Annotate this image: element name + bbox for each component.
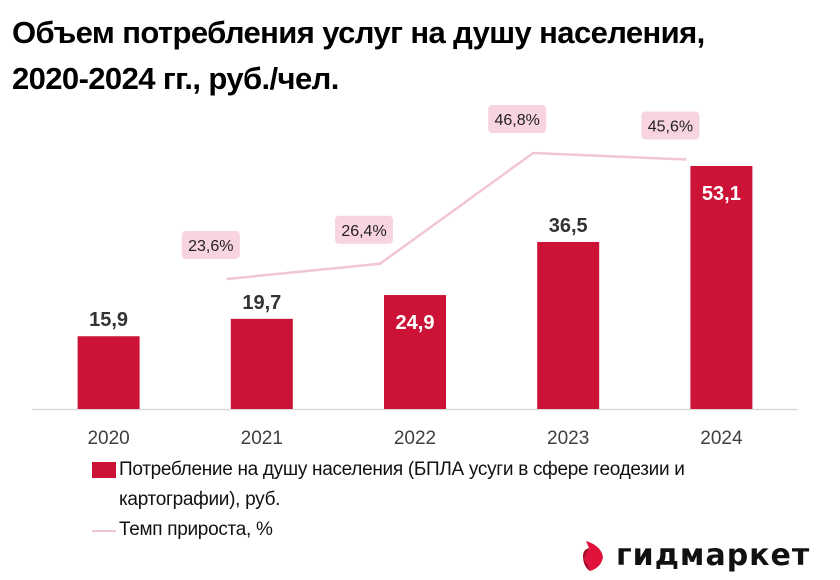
gidmarket-logo-icon [583,541,603,571]
bar-value-label-2023: 36,5 [549,215,588,237]
x-tick-label-2024: 2024 [700,428,743,449]
x-tick-label-2022: 2022 [394,428,436,449]
x-tick-label-2023: 2023 [547,428,589,449]
chart-title: Объем потребления услуг на душу населени… [12,10,840,102]
chart-plot: 15,9 2020 19,7 2021 24,9 2022 36,5 2023 53,1 2024… [32,105,798,449]
brand-logo: гидмаркет [582,538,810,574]
legend-swatch-line [92,530,116,532]
bar-2024 [690,166,753,409]
growth-label-box-2024 [641,111,700,140]
growth-label-2024: 45,6% [648,119,693,136]
growth-label-box-2021 [181,231,240,259]
bar-2023 [537,241,600,409]
bar-value-label-2020: 15,9 [89,309,128,331]
bar-value-label-2024: 53,1 [702,183,741,205]
growth-label-box-2022 [335,215,393,244]
chart-legend: Потребление на душу населения (БПЛА усуг… [92,455,772,545]
bar-2022 [384,295,446,409]
legend-swatch-bar [92,462,116,478]
bar-2020 [77,336,140,409]
growth-label-2021: 23,6% [188,238,233,255]
legend-label-line: Темп прироста, % [119,519,273,540]
chart-title-line-2: 2020-2024 гг., руб./чел. [12,61,339,96]
growth-label-2022: 26,4% [341,223,386,240]
bar-2021 [230,318,293,409]
logo-text: гидмаркет [616,538,811,573]
bar-value-label-2021: 19,7 [242,292,281,314]
growth-rate-line [226,151,687,281]
chart-title-line-1: Объем потребления услуг на душу населени… [12,15,705,50]
legend-item-line: Темп прироста, % [92,515,772,545]
x-tick-label-2020: 2020 [87,428,129,449]
x-tick-label-2021: 2021 [241,428,283,449]
growth-label-box-2023 [488,105,547,133]
legend-item-bar: Потребление на душу населения (БПЛА усуг… [92,455,772,515]
legend-label-bar: Потребление на душу населения (БПЛА усуг… [119,459,685,510]
bar-value-label-2022: 24,9 [396,312,435,334]
growth-label-2023: 46,8% [495,112,540,129]
